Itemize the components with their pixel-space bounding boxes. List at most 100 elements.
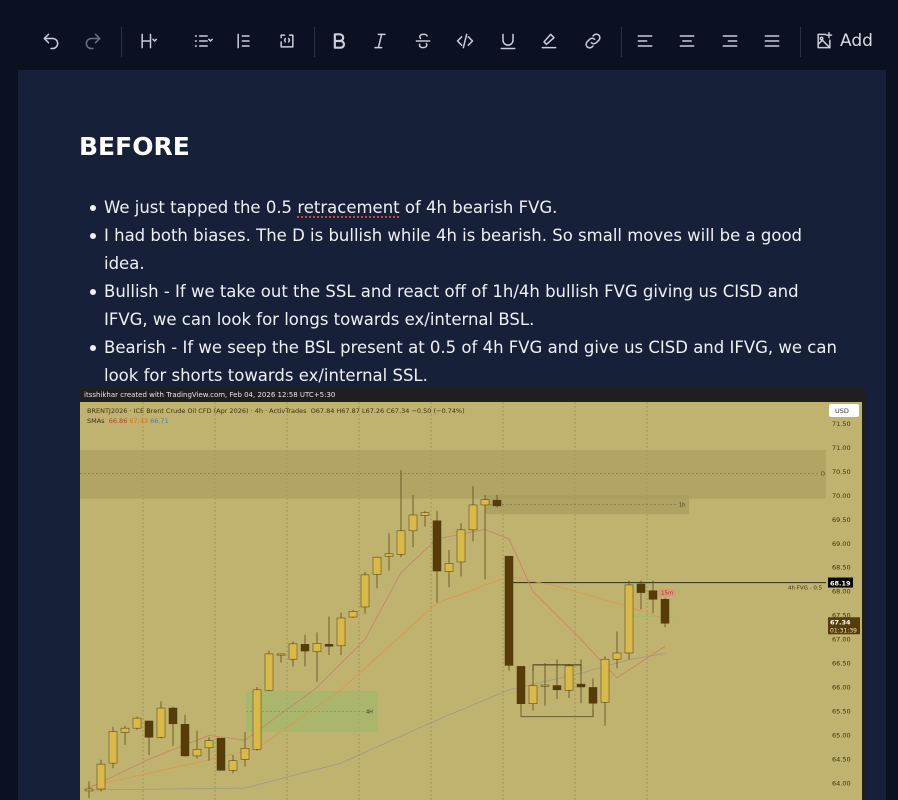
highlight-button[interactable] bbox=[539, 26, 559, 56]
list-item: Bullish - If we take out the SSL and rea… bbox=[86, 278, 846, 334]
strikethrough-icon bbox=[415, 33, 431, 49]
candle bbox=[156, 707, 166, 738]
bold-icon bbox=[333, 33, 345, 49]
candlestick-chart: D 1h 4H 4h FVG - 0.5 15m USD 71.50 71.00 70.50 70… bbox=[80, 402, 866, 800]
heading-button[interactable] bbox=[138, 26, 158, 56]
candle bbox=[636, 583, 646, 593]
sma-fast-line bbox=[88, 528, 666, 789]
candle bbox=[408, 514, 418, 532]
italic-icon bbox=[374, 33, 386, 49]
list-item: Bearish - If we seep the BSL present at … bbox=[86, 334, 846, 390]
last-price-box bbox=[828, 617, 860, 635]
price-tick: 70.50 bbox=[832, 468, 851, 476]
level-price: 68.19 bbox=[830, 580, 851, 588]
sma-mid-line bbox=[88, 575, 666, 787]
candle bbox=[336, 617, 346, 647]
chart-legend: BRENTJ2026 · ICE Brent Crude Oil CFD (Ap… bbox=[87, 406, 465, 426]
candle bbox=[84, 788, 94, 792]
toolbar-divider bbox=[800, 27, 801, 57]
redo-button[interactable] bbox=[83, 26, 103, 56]
candle bbox=[660, 599, 670, 624]
align-right-button[interactable] bbox=[720, 26, 740, 56]
underline-button[interactable] bbox=[498, 26, 518, 56]
chart-credit: itsshikhar created with TradingView.com,… bbox=[80, 388, 866, 402]
blockquote-button[interactable] bbox=[234, 26, 254, 56]
candle bbox=[552, 685, 562, 691]
price-tick: 67.00 bbox=[832, 636, 851, 644]
sma-value-2: 67.43 bbox=[129, 417, 149, 425]
candle bbox=[240, 748, 250, 760]
price-tick: 67.50 bbox=[832, 612, 851, 620]
15m-label-bg bbox=[658, 588, 676, 597]
price-tick: 70.00 bbox=[832, 492, 851, 500]
align-justify-button[interactable] bbox=[762, 26, 782, 56]
candle bbox=[192, 748, 202, 757]
price-tick: 71.50 bbox=[832, 420, 851, 428]
candle bbox=[492, 499, 502, 507]
undo-button[interactable] bbox=[41, 26, 61, 56]
fvg-level-text: 4h FVG - 0.5 bbox=[788, 586, 823, 592]
candle bbox=[504, 555, 514, 666]
toolbar-divider bbox=[314, 27, 315, 57]
candle bbox=[564, 665, 574, 691]
candle bbox=[528, 685, 538, 704]
code-button[interactable] bbox=[455, 26, 475, 56]
candle bbox=[384, 553, 394, 557]
candle bbox=[348, 611, 358, 618]
price-tick: 65.50 bbox=[832, 707, 851, 715]
candle bbox=[396, 530, 406, 555]
underline-icon bbox=[500, 33, 516, 50]
list-item: We just tapped the 0.5 retracement of 4h… bbox=[86, 194, 846, 222]
link-button[interactable] bbox=[583, 26, 603, 56]
price-tick: 69.50 bbox=[832, 516, 851, 524]
strikethrough-button[interactable] bbox=[413, 26, 433, 56]
code-icon bbox=[456, 33, 474, 49]
align-left-button[interactable] bbox=[635, 26, 655, 56]
list-button[interactable] bbox=[193, 26, 213, 56]
chart-border bbox=[862, 402, 866, 800]
price-tick: 65.00 bbox=[832, 731, 851, 739]
currency-label: USD bbox=[835, 407, 849, 415]
price-tick: 66.00 bbox=[832, 683, 851, 691]
candle bbox=[168, 707, 178, 725]
align-left-icon bbox=[637, 35, 653, 47]
chart-image: D 1h 4H 4h FVG - 0.5 15m USD 71.50 71.00 70.50 70… bbox=[80, 388, 866, 800]
price-tick: 68.50 bbox=[832, 564, 851, 572]
undo-icon bbox=[43, 33, 59, 50]
candle bbox=[624, 584, 634, 654]
code-block-icon bbox=[280, 34, 294, 48]
candle bbox=[612, 652, 622, 660]
candle bbox=[288, 643, 298, 660]
candle bbox=[216, 737, 226, 771]
align-justify-icon bbox=[764, 35, 780, 47]
candle bbox=[360, 574, 370, 608]
list-item-text: Bearish - If we seep the BSL present at … bbox=[104, 338, 837, 385]
list-item-text: of 4h bearish FVG. bbox=[399, 198, 558, 217]
misspelled-word[interactable]: retracement bbox=[297, 198, 400, 217]
price-tick: 68.00 bbox=[832, 588, 851, 596]
price-tick: 66.50 bbox=[832, 660, 851, 668]
candle bbox=[264, 653, 274, 691]
zone-label-15m: 15m bbox=[661, 591, 673, 597]
price-tick: 71.00 bbox=[832, 444, 851, 452]
code-block-button[interactable] bbox=[277, 26, 297, 56]
bar-countdown: 01:31:39 bbox=[830, 627, 857, 634]
add-label: Add bbox=[840, 31, 873, 51]
align-center-icon bbox=[679, 35, 695, 47]
align-center-button[interactable] bbox=[677, 26, 697, 56]
align-right-icon bbox=[722, 35, 738, 47]
candle bbox=[228, 760, 238, 771]
italic-button[interactable] bbox=[370, 26, 390, 56]
candle bbox=[540, 684, 550, 687]
heading-icon bbox=[141, 33, 158, 49]
bold-button[interactable] bbox=[329, 26, 349, 56]
candle bbox=[576, 683, 586, 688]
candle bbox=[108, 731, 118, 764]
candle bbox=[180, 724, 190, 757]
toolbar-divider bbox=[121, 27, 122, 57]
price-tick: 64.00 bbox=[832, 779, 851, 787]
candle bbox=[120, 727, 130, 733]
ssl-bracket bbox=[520, 710, 594, 718]
candle bbox=[312, 643, 322, 652]
image-add-button[interactable]: Add bbox=[814, 26, 873, 56]
